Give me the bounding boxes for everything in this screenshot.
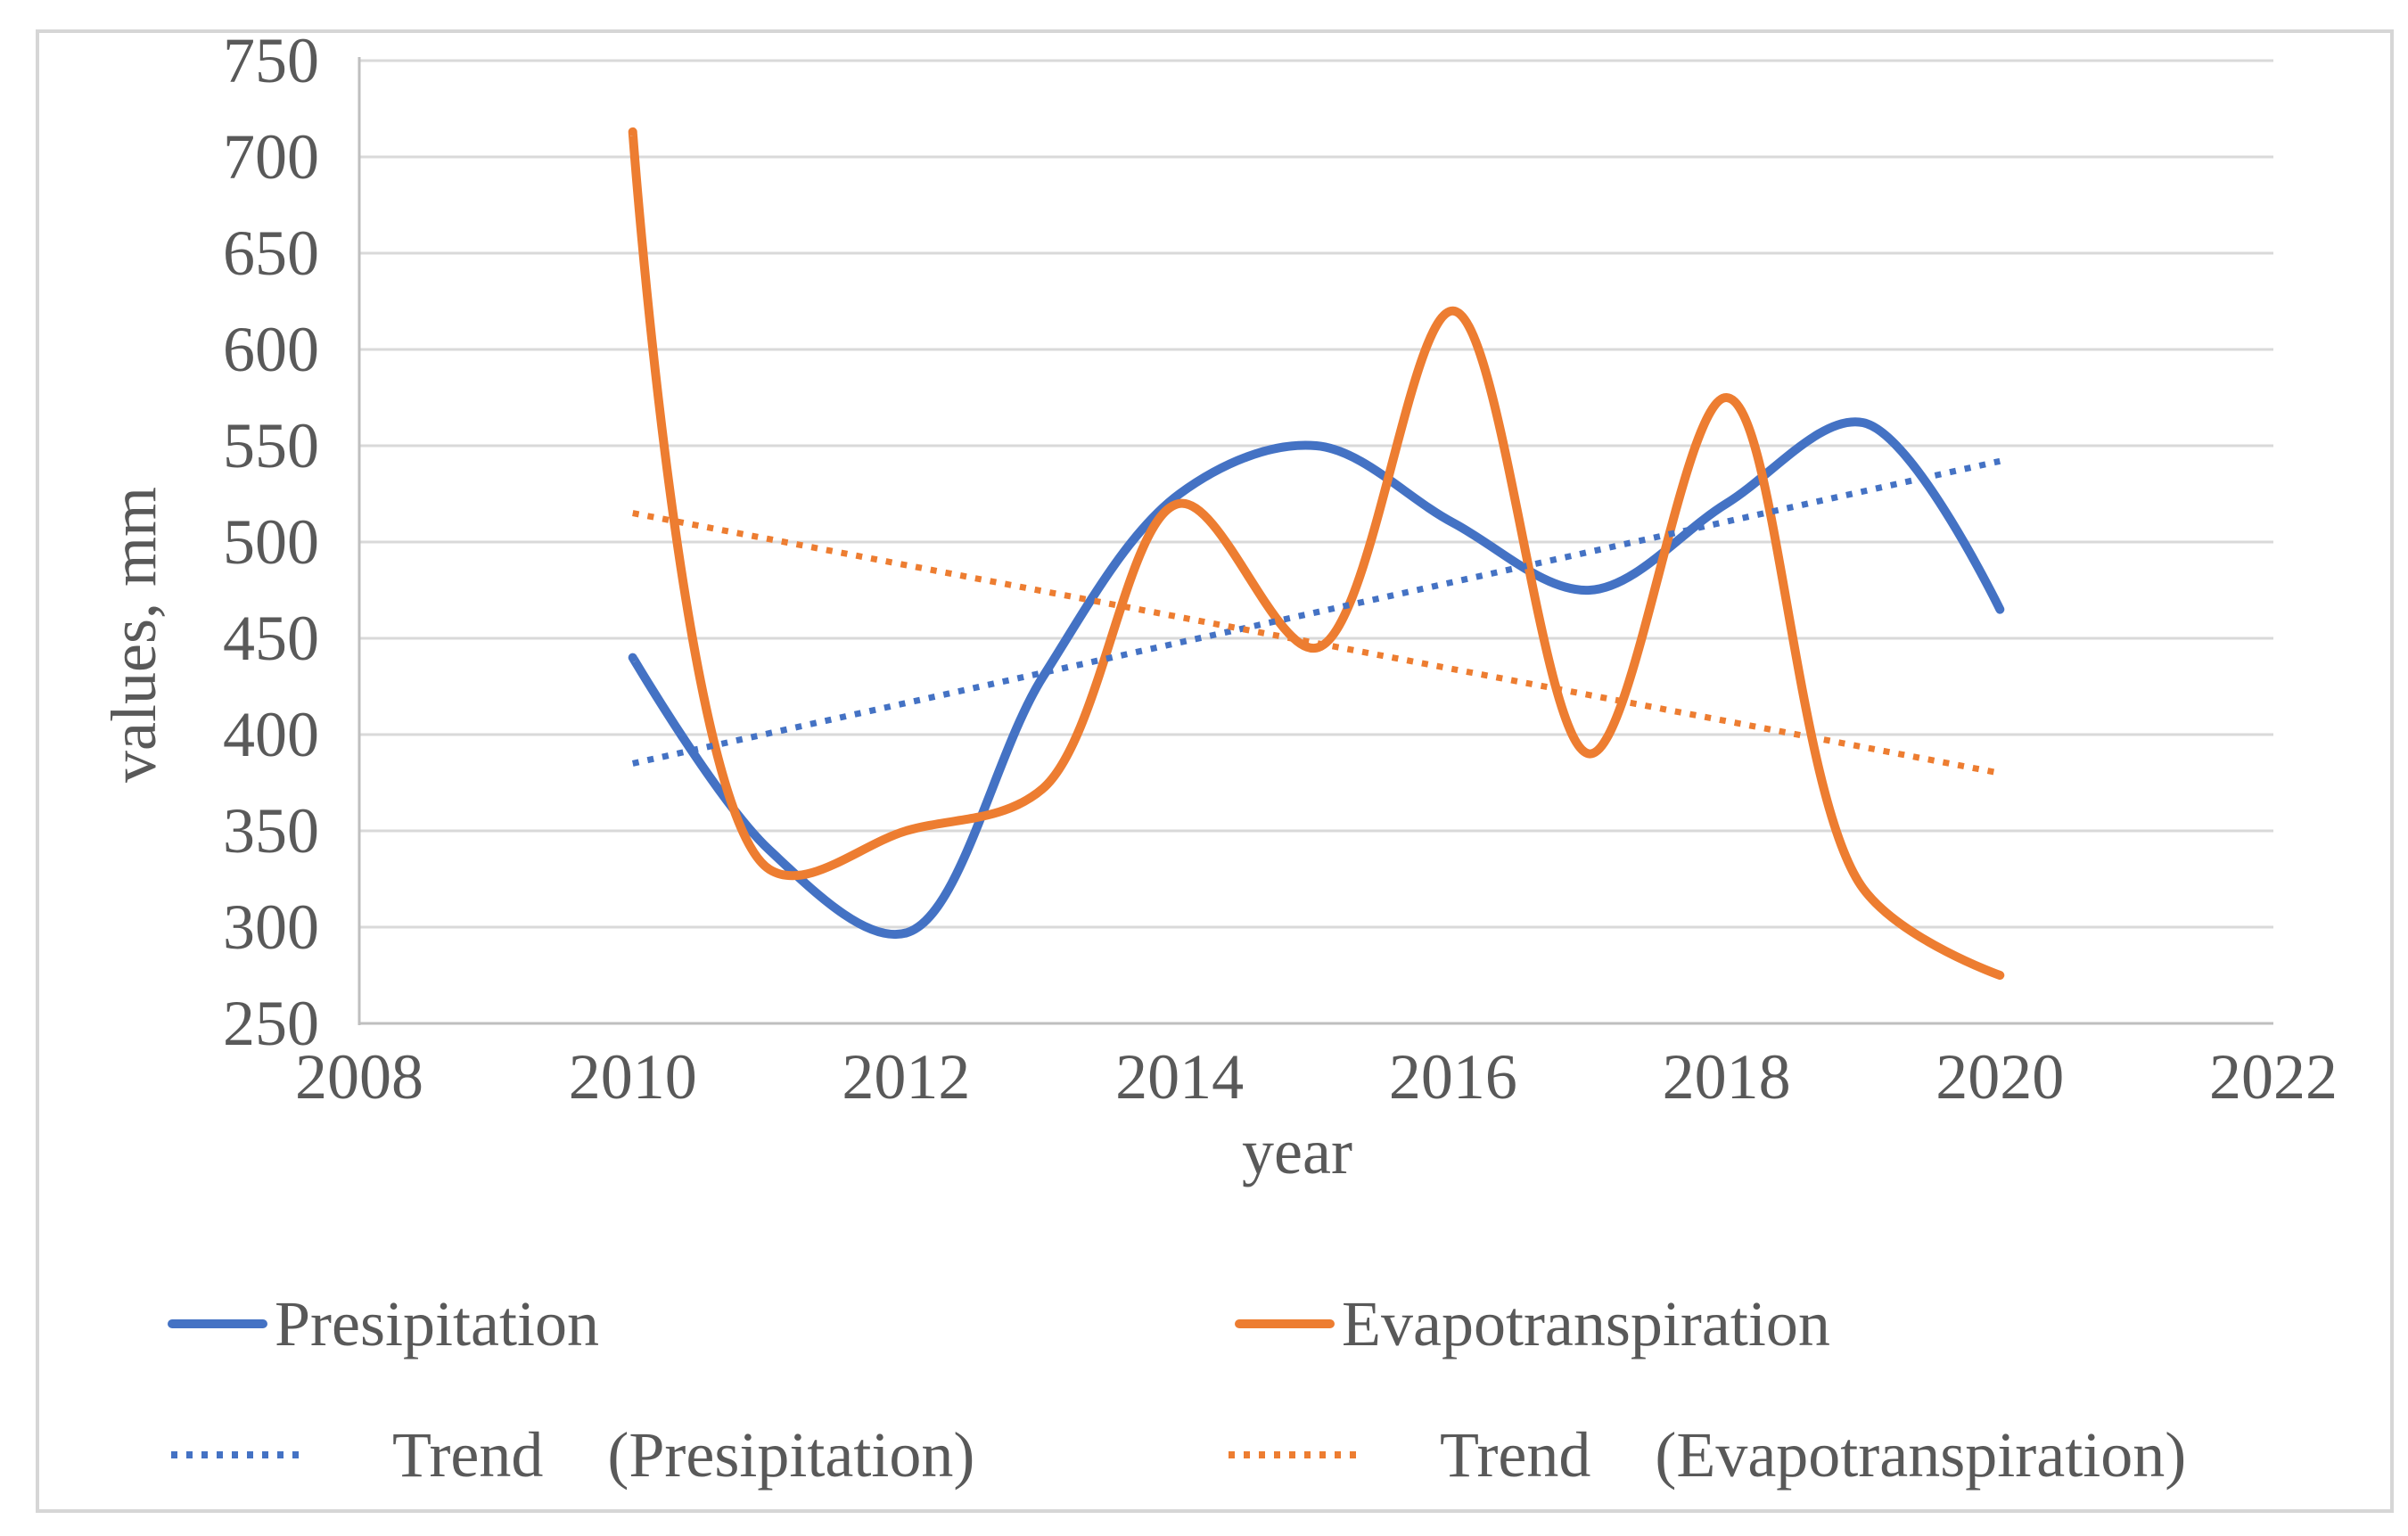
x-tick-label: 2020 [1935, 1041, 2065, 1113]
x-tick-label: 2016 [1388, 1041, 1517, 1113]
legend-swatch-evapotranspiration [1235, 1319, 1335, 1328]
legend-swatch-presipitation [168, 1319, 267, 1328]
y-tick-label: 350 [223, 795, 319, 867]
y-tick-label: 600 [223, 314, 319, 385]
y-tick-label: 700 [223, 121, 319, 193]
legend-label-evapotranspiration: Evapotranspiration [1342, 1288, 1830, 1359]
x-tick-label: 2010 [568, 1041, 697, 1113]
legend-label-presipitation: Presipitation [275, 1288, 599, 1359]
legend-label-trend-presipitation: Trend (Presipitation) [392, 1419, 975, 1491]
x-tick-label: 2022 [2209, 1041, 2338, 1113]
x-tick-label: 2008 [295, 1041, 423, 1113]
evapotranspiration-line [628, 127, 2005, 980]
legend-swatch-trend-evapotranspiration [1229, 1451, 1358, 1458]
x-tick-label: 2012 [842, 1041, 971, 1113]
trend-presipitation-line [631, 457, 2001, 767]
presipitation-line [628, 417, 2005, 940]
legend-label-trend-evapotranspiration: Trend (Evapotranspiration) [1440, 1419, 2187, 1491]
y-tick-label: 400 [223, 699, 319, 770]
x-tick-label: 2014 [1115, 1041, 1245, 1113]
x-axis-title: year [1242, 1116, 1352, 1187]
trend-evapotranspiration-line [632, 510, 2001, 776]
y-tick-label: 500 [223, 506, 319, 578]
legend-swatch-trend-presipitation [171, 1451, 300, 1458]
y-tick-label: 550 [223, 410, 319, 481]
y-tick-label: 250 [223, 988, 319, 1059]
x-tick-label: 2018 [1662, 1041, 1791, 1113]
y-tick-label: 450 [223, 603, 319, 674]
y-tick-label: 750 [223, 25, 319, 96]
y-tick-label: 650 [223, 218, 319, 289]
chart-outer-frame [36, 29, 2394, 1513]
y-tick-label: 300 [223, 891, 319, 963]
